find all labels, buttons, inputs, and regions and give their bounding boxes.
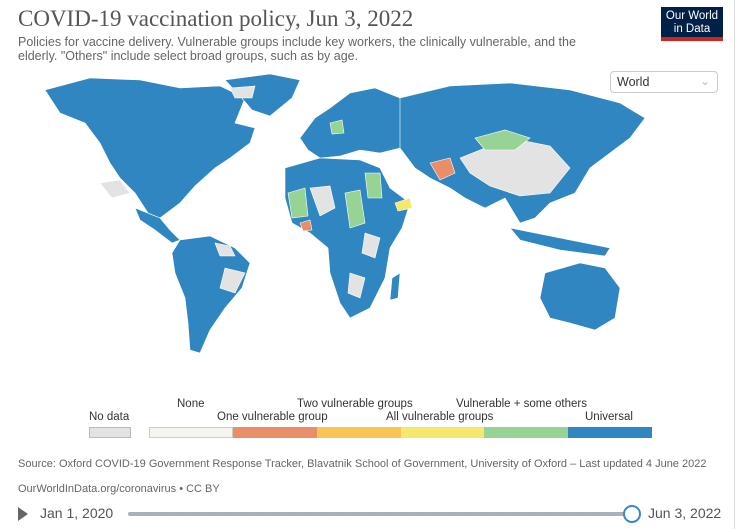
source-note: Source: Oxford COVID-19 Government Respo…: [18, 458, 707, 470]
yemen: [394, 197, 413, 212]
legend-swatch-all-vulnerable[interactable]: [401, 427, 484, 438]
south-america-nodata: [214, 242, 246, 294]
legend-swatch-vulnerable-others[interactable]: [484, 427, 568, 438]
legend-label-none: None: [177, 398, 205, 410]
greenland-nodata: [229, 85, 256, 99]
madagascar: [389, 272, 401, 301]
mongolia: [474, 129, 531, 151]
region-select[interactable]: World ⌄: [610, 71, 718, 93]
legend-swatch-none[interactable]: [149, 427, 233, 438]
legend-label-vulnerable-others: Vulnerable + some others: [456, 398, 587, 410]
legend-label-all-vulnerable: All vulnerable groups: [386, 411, 494, 423]
legend-swatch-one-vulnerable[interactable]: [233, 427, 317, 438]
west-africa-green: [287, 187, 309, 219]
legend-label-one-vulnerable: One vulnerable group: [217, 411, 328, 423]
owid-logo[interactable]: Our World in Data: [661, 7, 723, 41]
greenland: [224, 73, 301, 117]
chevron-down-icon: ⌄: [699, 74, 710, 88]
north-america: [44, 77, 256, 219]
timeline-handle[interactable]: [623, 505, 641, 523]
play-icon[interactable]: [18, 507, 28, 521]
legend-swatch-universal[interactable]: [568, 427, 652, 438]
europe: [299, 87, 406, 159]
chart-subtitle: Policies for vaccine delivery. Vulnerabl…: [18, 35, 576, 63]
source-url[interactable]: OurWorldInData.org/coronavirus • CC BY: [18, 483, 220, 495]
timeline-end-date: Jun 3, 2022: [648, 505, 722, 521]
australia: [539, 262, 621, 331]
legend-label-universal: Universal: [585, 411, 633, 423]
south-america: [171, 235, 251, 354]
afghanistan: [429, 157, 456, 181]
legend-swatch-two-vulnerable[interactable]: [317, 427, 401, 438]
central-america: [134, 207, 181, 244]
world-map[interactable]: [30, 68, 660, 368]
canada-west-nodata: [99, 179, 131, 199]
divider: [734, 0, 735, 529]
legend-no-data-label: No data: [89, 411, 130, 423]
sahel-green: [344, 189, 366, 229]
africa-nodata: [309, 185, 381, 299]
sierra-leone: [299, 219, 313, 232]
europe-green: [329, 119, 345, 135]
timeline-slider[interactable]: [128, 512, 628, 516]
timeline-start-date: Jan 1, 2020: [40, 505, 114, 521]
region-select-value: World: [617, 75, 650, 89]
chart-title: COVID-19 vaccination policy, Jun 3, 2022: [18, 6, 414, 31]
egypt-sudan: [364, 172, 383, 199]
logo-line2: in Data: [673, 23, 711, 35]
legend-label-two-vulnerable: Two vulnerable groups: [297, 398, 413, 410]
logo-line1: Our World: [665, 10, 719, 22]
indonesia: [509, 227, 611, 257]
legend-no-data-swatch[interactable]: [89, 427, 131, 438]
